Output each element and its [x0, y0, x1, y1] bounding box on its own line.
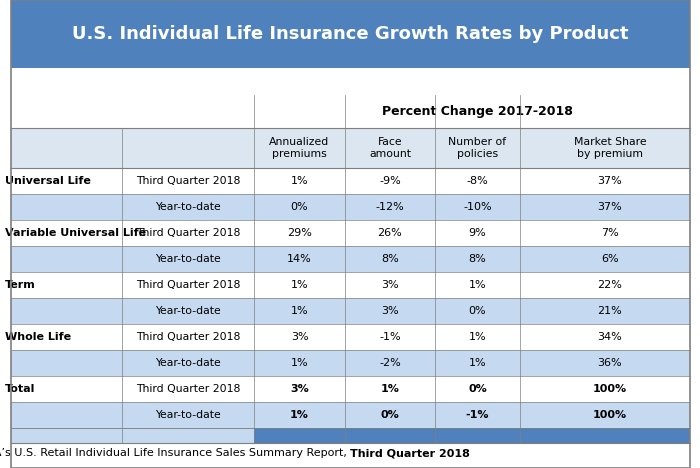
Text: 1%: 1% [290, 358, 308, 368]
Text: Total: Total [5, 384, 35, 394]
Text: 7%: 7% [601, 228, 619, 238]
Bar [10, 0, 690, 68]
Bar [10, 324, 690, 350]
Text: 8%: 8% [381, 254, 399, 264]
Text: 8%: 8% [468, 254, 486, 264]
Bar [10, 246, 690, 272]
Text: -1%: -1% [379, 332, 401, 342]
Text: 34%: 34% [598, 332, 622, 342]
Text: Percent Change 2017-2018: Percent Change 2017-2018 [382, 105, 573, 118]
Text: 1%: 1% [381, 384, 400, 394]
Text: 26%: 26% [377, 228, 402, 238]
Text: 22%: 22% [598, 280, 622, 290]
Text: 37%: 37% [598, 202, 622, 212]
Text: Universal Life: Universal Life [5, 176, 91, 186]
Text: 1%: 1% [290, 176, 308, 186]
Bar [10, 428, 254, 444]
Bar [10, 68, 690, 168]
Text: 1%: 1% [469, 358, 486, 368]
Text: 21%: 21% [598, 306, 622, 316]
Text: 0%: 0% [469, 306, 486, 316]
Text: Third Quarter 2018: Third Quarter 2018 [350, 448, 470, 458]
Text: -8%: -8% [467, 176, 489, 186]
Text: Third Quarter 2018: Third Quarter 2018 [136, 384, 240, 394]
Bar [10, 350, 690, 376]
Text: Annualized
premiums: Annualized premiums [270, 137, 330, 159]
Text: Year-to-date: Year-to-date [155, 306, 221, 316]
Text: Year-to-date: Year-to-date [155, 254, 221, 264]
Text: Year-to-date: Year-to-date [155, 358, 221, 368]
Bar [10, 128, 690, 168]
Text: Market Share
by premium: Market Share by premium [574, 137, 646, 159]
Text: 1%: 1% [469, 332, 486, 342]
Text: Source: LIMRA’s U.S. Retail Individual Life Insurance Sales Summary Report,: Source: LIMRA’s U.S. Retail Individual L… [0, 448, 350, 458]
Text: 3%: 3% [290, 332, 308, 342]
Text: Variable Universal Life: Variable Universal Life [5, 228, 146, 238]
Text: -2%: -2% [379, 358, 401, 368]
Text: 100%: 100% [593, 384, 627, 394]
Text: Third Quarter 2018: Third Quarter 2018 [136, 280, 240, 290]
Text: Third Quarter 2018: Third Quarter 2018 [136, 228, 240, 238]
Text: -1%: -1% [466, 410, 489, 420]
Bar [10, 168, 690, 194]
Text: Face
amount: Face amount [369, 137, 411, 159]
Text: 1%: 1% [290, 306, 308, 316]
Text: Year-to-date: Year-to-date [155, 410, 221, 420]
Text: Year-to-date: Year-to-date [155, 202, 221, 212]
Text: Whole Life: Whole Life [5, 332, 71, 342]
Text: -10%: -10% [463, 202, 492, 212]
Bar [10, 402, 690, 428]
Text: -12%: -12% [376, 202, 405, 212]
Text: 29%: 29% [287, 228, 312, 238]
Text: 0%: 0% [381, 410, 400, 420]
Bar [254, 428, 690, 444]
Text: 9%: 9% [468, 228, 486, 238]
Bar [10, 298, 690, 324]
Text: 3%: 3% [382, 280, 399, 290]
Bar [10, 220, 690, 246]
Bar [10, 194, 690, 220]
Text: 1%: 1% [469, 280, 486, 290]
Text: 6%: 6% [601, 254, 619, 264]
Text: 1%: 1% [290, 280, 308, 290]
Text: 14%: 14% [287, 254, 312, 264]
Bar [10, 376, 690, 402]
Text: 36%: 36% [598, 358, 622, 368]
Text: 0%: 0% [468, 384, 487, 394]
Text: 0%: 0% [290, 202, 308, 212]
Text: 37%: 37% [598, 176, 622, 186]
Bar [10, 272, 690, 298]
Text: Term: Term [5, 280, 36, 290]
Text: Third Quarter 2018: Third Quarter 2018 [136, 332, 240, 342]
Text: 3%: 3% [290, 384, 309, 394]
Text: 3%: 3% [382, 306, 399, 316]
Text: U.S. Individual Life Insurance Growth Rates by Product: U.S. Individual Life Insurance Growth Ra… [71, 25, 629, 43]
Text: 100%: 100% [593, 410, 627, 420]
Text: Number of
policies: Number of policies [449, 137, 507, 159]
Text: 1%: 1% [290, 410, 309, 420]
Bar [10, 444, 690, 468]
Text: -9%: -9% [379, 176, 401, 186]
Text: Third Quarter 2018: Third Quarter 2018 [136, 176, 240, 186]
